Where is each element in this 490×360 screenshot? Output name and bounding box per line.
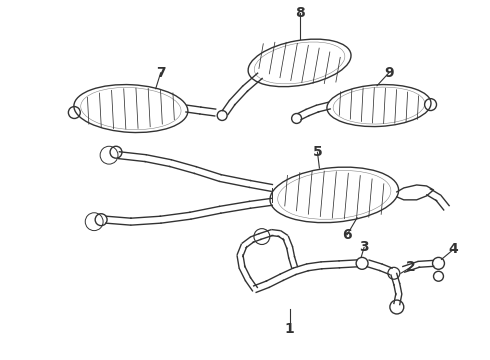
Text: 4: 4 (448, 242, 458, 256)
Text: 8: 8 (294, 6, 304, 20)
Text: 5: 5 (313, 145, 322, 159)
Text: 1: 1 (285, 322, 294, 336)
Text: 2: 2 (406, 260, 416, 274)
Text: 3: 3 (359, 240, 369, 255)
Text: 9: 9 (384, 66, 393, 80)
Text: 7: 7 (156, 66, 166, 80)
Text: 6: 6 (343, 228, 352, 242)
